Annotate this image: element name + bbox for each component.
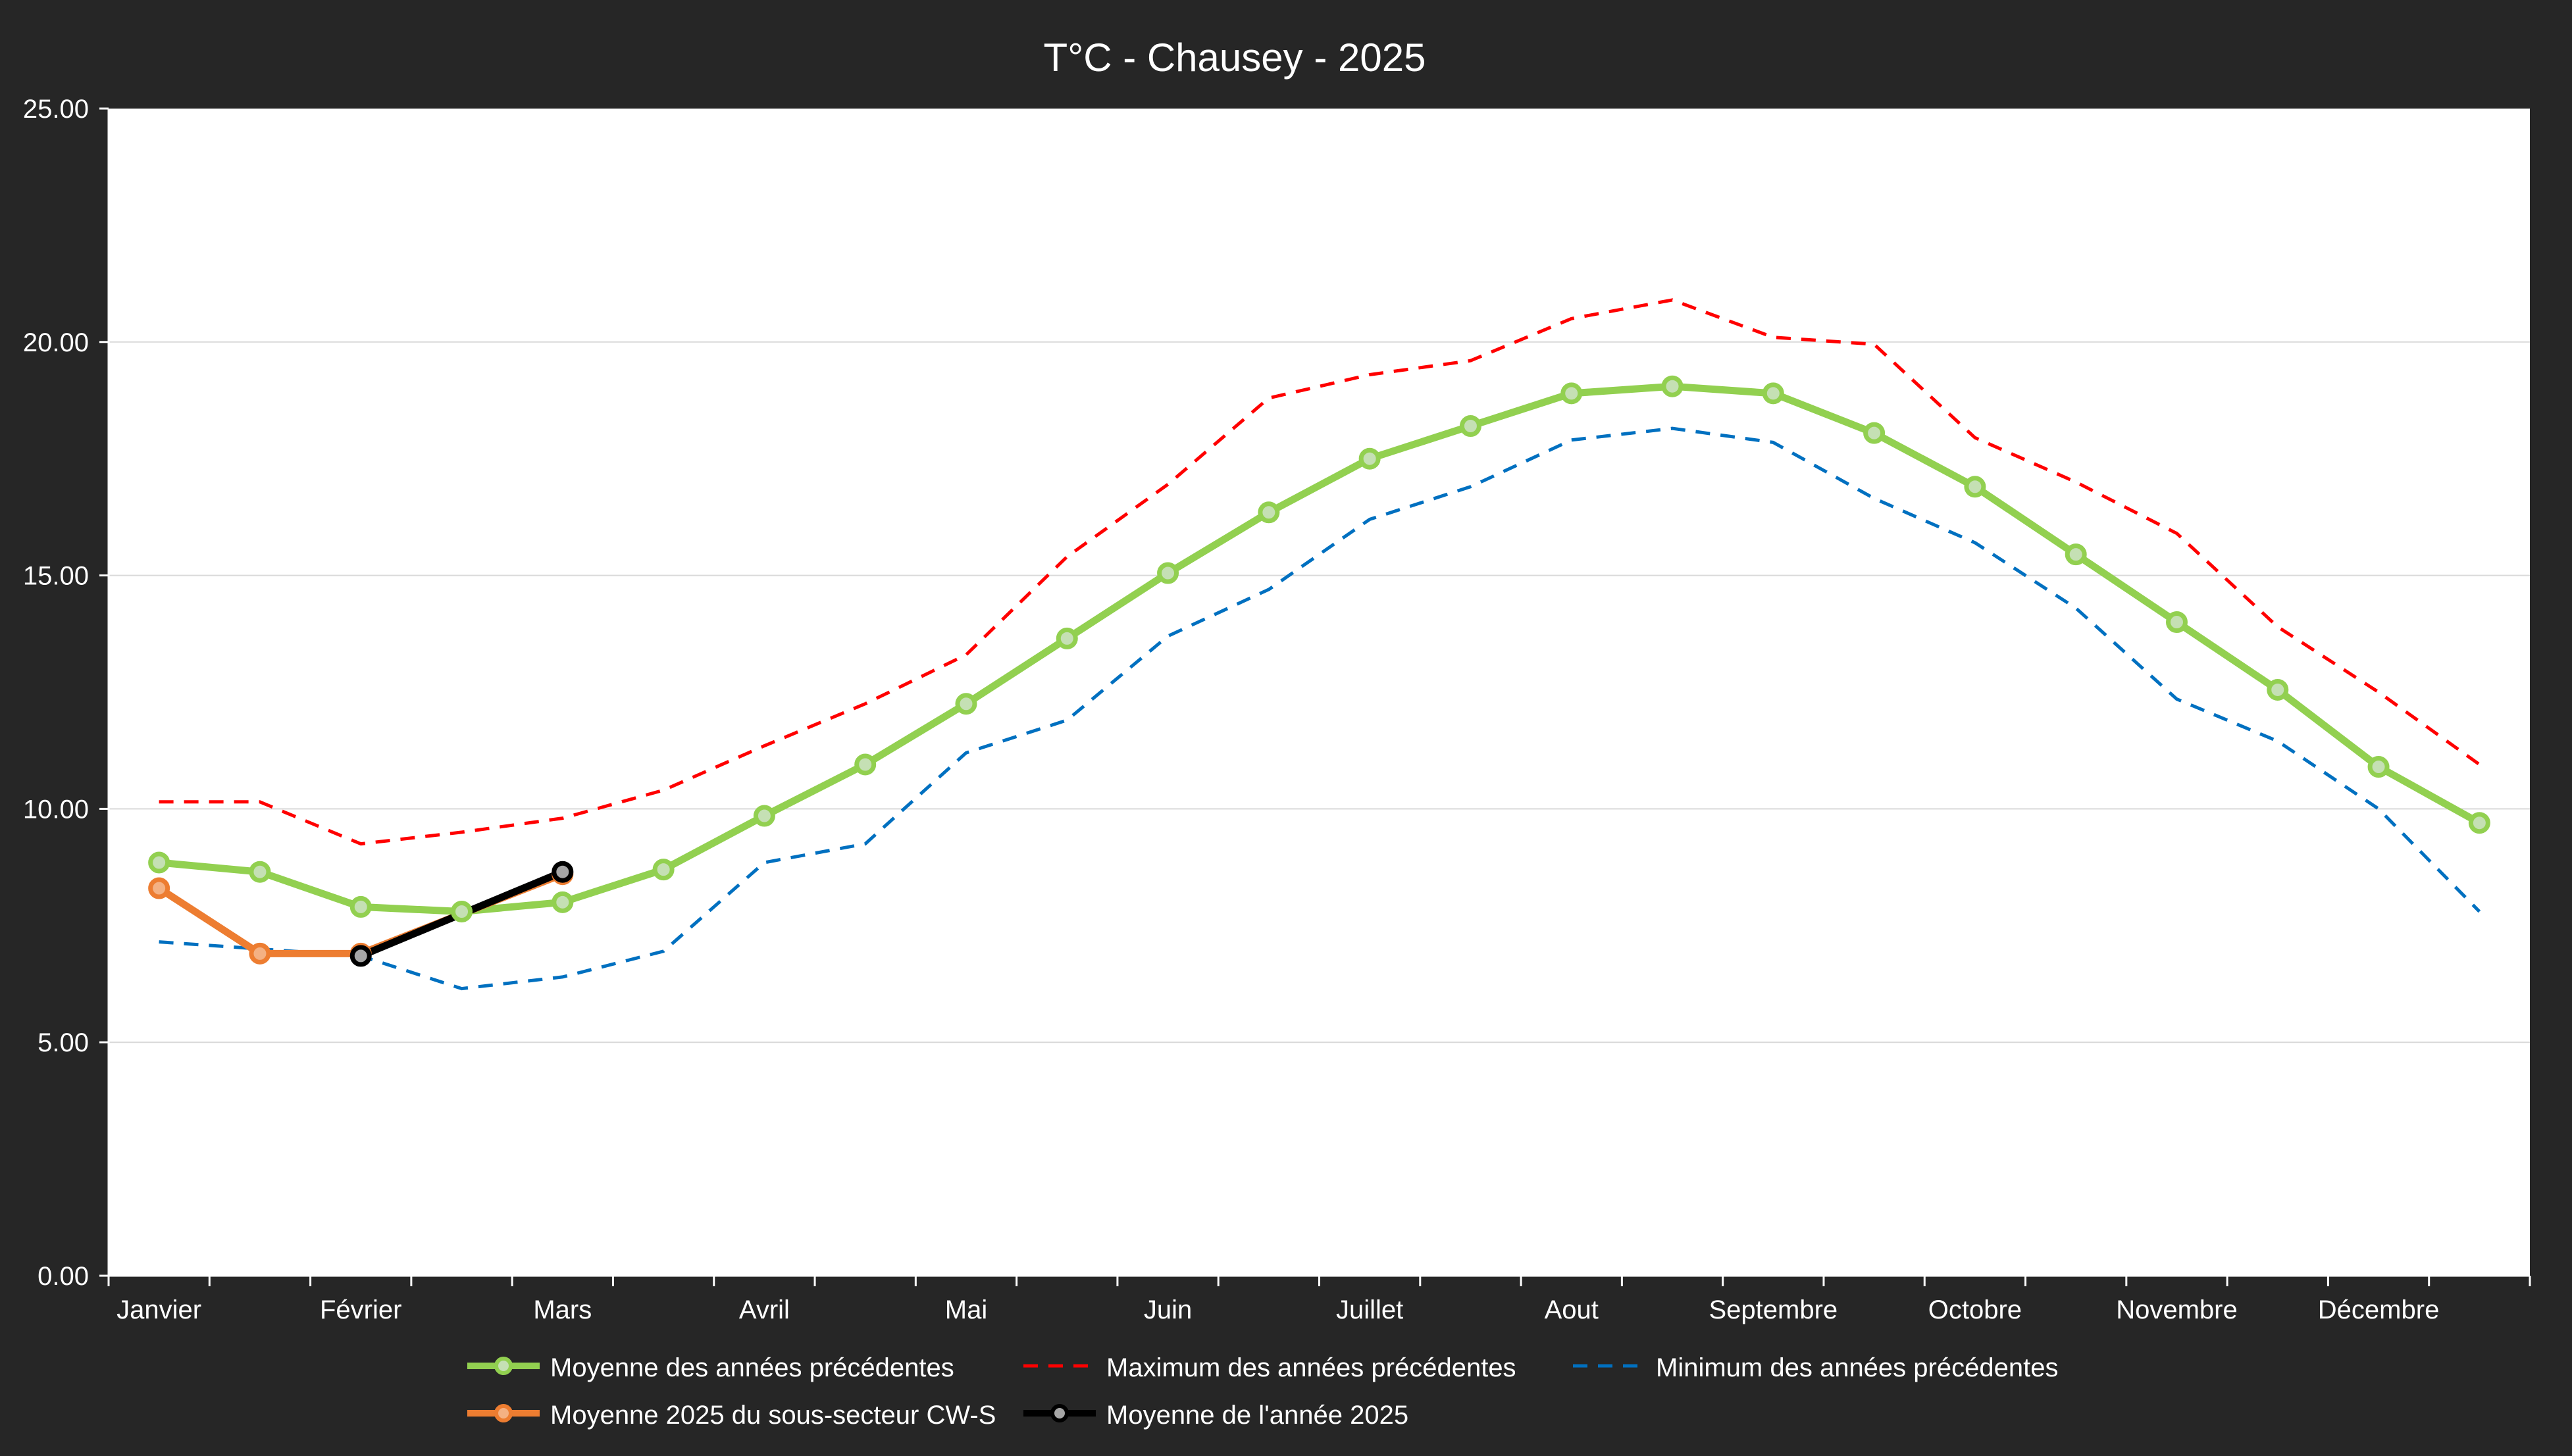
- data-point: [2468, 812, 2490, 834]
- data-point: [854, 753, 877, 776]
- grid-lines: [109, 341, 2530, 1043]
- x-tick-label: Juin: [1144, 1295, 1192, 1324]
- x-tick-label: Février: [320, 1295, 401, 1324]
- x-tick-label: Avril: [739, 1295, 790, 1324]
- data-point: [1056, 627, 1078, 649]
- x-tick-label: Mai: [945, 1295, 987, 1324]
- data-point: [148, 851, 170, 874]
- data-point: [1964, 476, 1986, 498]
- y-tick-label: 15.00: [23, 562, 89, 591]
- data-point: [1358, 447, 1381, 470]
- series-line-0: [155, 382, 2483, 915]
- data-point: [249, 942, 271, 965]
- data-point: [349, 945, 372, 967]
- data-point: [753, 805, 775, 827]
- data-point: [955, 693, 977, 715]
- data-point: [2367, 756, 2390, 778]
- data-point: [1762, 382, 1784, 405]
- y-tick-label: 10.00: [23, 795, 89, 824]
- data-point: [1560, 382, 1583, 405]
- data-point: [249, 861, 271, 883]
- x-tick-label: Juillet: [1336, 1295, 1403, 1324]
- legend-label: Moyenne 2025 du sous-secteur CW-S: [550, 1401, 996, 1430]
- data-point: [1863, 422, 1886, 444]
- data-point: [652, 859, 675, 881]
- x-tick-label: Aout: [1545, 1295, 1599, 1324]
- data-point: [552, 861, 574, 883]
- x-tick-label: Décembre: [2318, 1295, 2440, 1324]
- data-point: [451, 901, 473, 923]
- x-tick-label: Janvier: [116, 1295, 201, 1324]
- axes: 0.00 5.00 10.00 15.00 20.00 25.00 Janvier Févri…: [23, 95, 2531, 1324]
- data-point: [2065, 543, 2087, 566]
- data-point: [148, 877, 170, 899]
- data-point: [349, 895, 372, 918]
- legend: Moyenne des années précédentes Maximum de…: [467, 1353, 2058, 1430]
- legend-marker: [494, 1404, 513, 1422]
- data-point: [552, 891, 574, 913]
- y-tick-label: 0.00: [38, 1262, 89, 1291]
- y-tick-label: 5.00: [38, 1028, 89, 1057]
- y-tick-label: 20.00: [23, 328, 89, 357]
- legend-label: Maximum des années précédentes: [1106, 1353, 1516, 1382]
- x-tick-label: Septembre: [1709, 1295, 1838, 1324]
- plot-area: [109, 109, 2530, 1276]
- chart-title: T°C - Chausey - 2025: [1044, 36, 1426, 80]
- data-point: [1459, 415, 1481, 438]
- legend-label: Moyenne de l'année 2025: [1106, 1401, 1408, 1430]
- legend-marker: [494, 1357, 513, 1375]
- data-point: [1157, 562, 1179, 584]
- data-point: [2267, 678, 2289, 701]
- x-tick-label: Octobre: [1928, 1295, 2022, 1324]
- data-point: [2165, 611, 2188, 634]
- x-tick-label: Mars: [533, 1295, 592, 1324]
- legend-label: Moyenne des années précédentes: [550, 1353, 954, 1382]
- data-point: [1258, 501, 1280, 524]
- series-markers: [148, 375, 2490, 967]
- x-tick-label: Novembre: [2116, 1295, 2238, 1324]
- legend-label: Minimum des années précédentes: [1656, 1353, 2058, 1382]
- legend-marker: [1050, 1404, 1069, 1422]
- data-point: [1661, 375, 1684, 397]
- y-tick-label: 25.00: [23, 95, 89, 124]
